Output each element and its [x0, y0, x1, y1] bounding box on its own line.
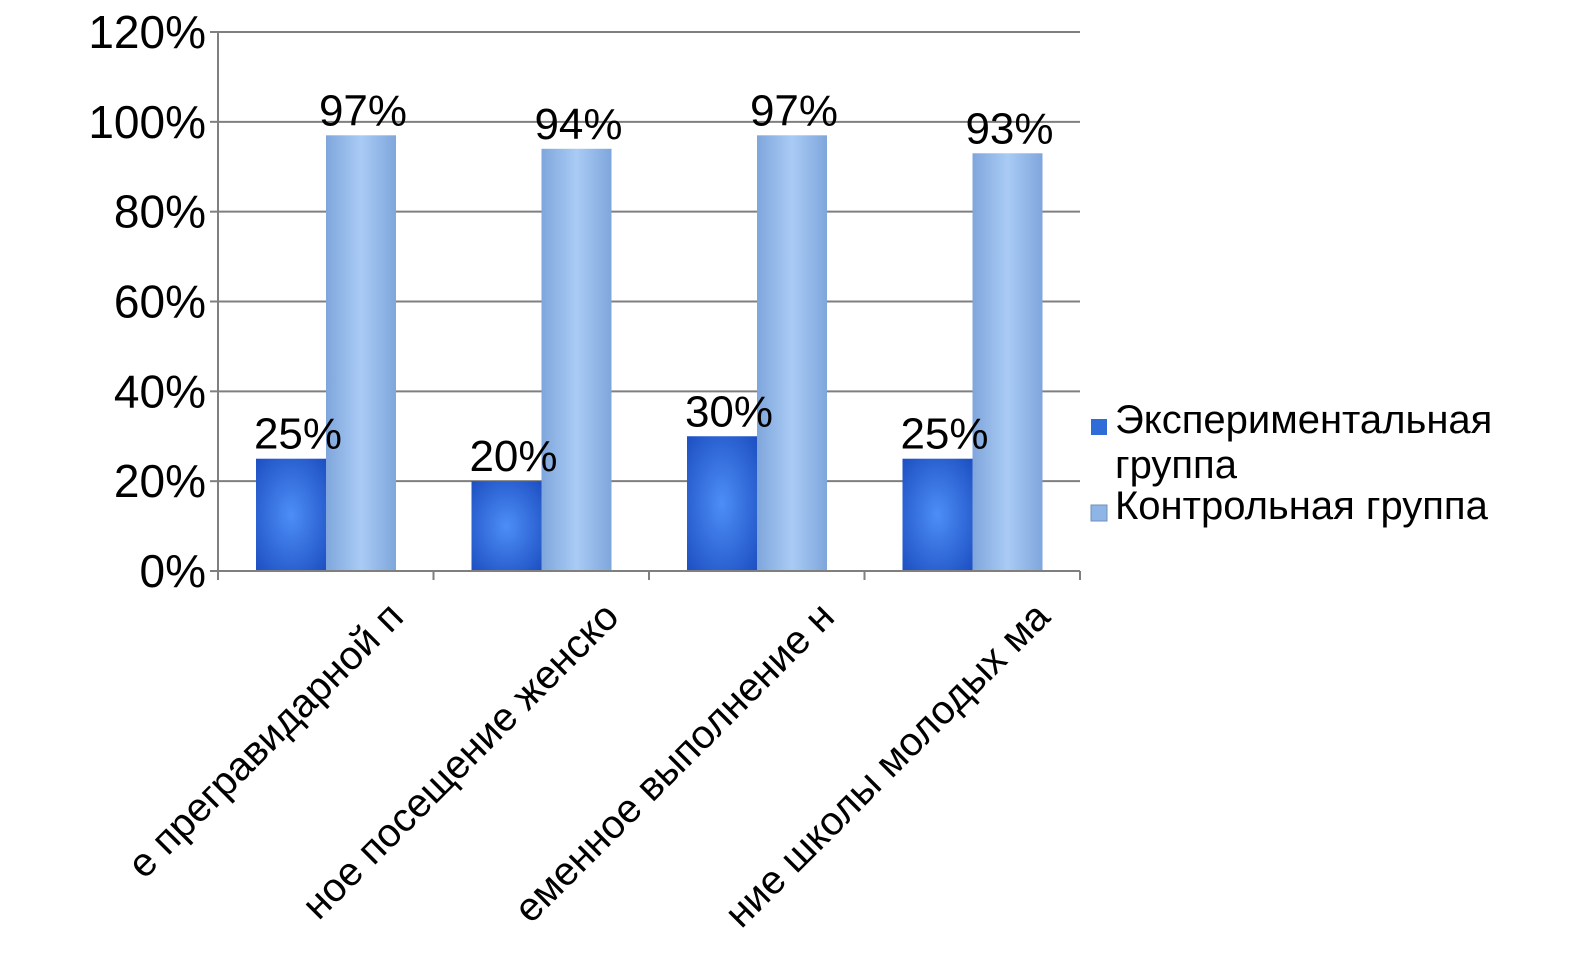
- data-label: 97%: [750, 86, 838, 135]
- legend-label: Контрольная группа: [1115, 484, 1489, 528]
- y-tick-label: 0%: [140, 545, 206, 597]
- bars: [256, 135, 1043, 572]
- legend-swatch: [1091, 419, 1107, 435]
- bar: [541, 148, 612, 572]
- legend-label: Экспериментальная: [1115, 398, 1492, 442]
- bar: [687, 436, 757, 571]
- data-label: 97%: [319, 86, 407, 135]
- legend-label: группа: [1115, 443, 1238, 487]
- y-tick-label: 100%: [88, 96, 206, 148]
- bar: [471, 481, 542, 571]
- data-label: 94%: [534, 100, 622, 149]
- data-label: 25%: [254, 410, 342, 459]
- data-label: 20%: [469, 432, 557, 481]
- y-tick-label: 40%: [114, 365, 206, 417]
- data-label: 30%: [685, 387, 773, 436]
- data-label: 25%: [900, 410, 988, 459]
- bar: [972, 153, 1043, 571]
- bar: [757, 135, 827, 571]
- y-tick-label: 20%: [114, 455, 206, 507]
- data-labels: 25% 97% 20% 94% 30% 97% 25% 93%: [254, 86, 1054, 481]
- y-tick-label: 80%: [114, 186, 206, 238]
- legend-swatch: [1090, 504, 1108, 522]
- data-label: 93%: [965, 104, 1053, 153]
- bar: [902, 458, 973, 571]
- bar: [326, 135, 396, 571]
- y-tick-label: 120%: [88, 6, 206, 58]
- y-tick-label: 60%: [114, 276, 206, 328]
- bar: [256, 458, 326, 571]
